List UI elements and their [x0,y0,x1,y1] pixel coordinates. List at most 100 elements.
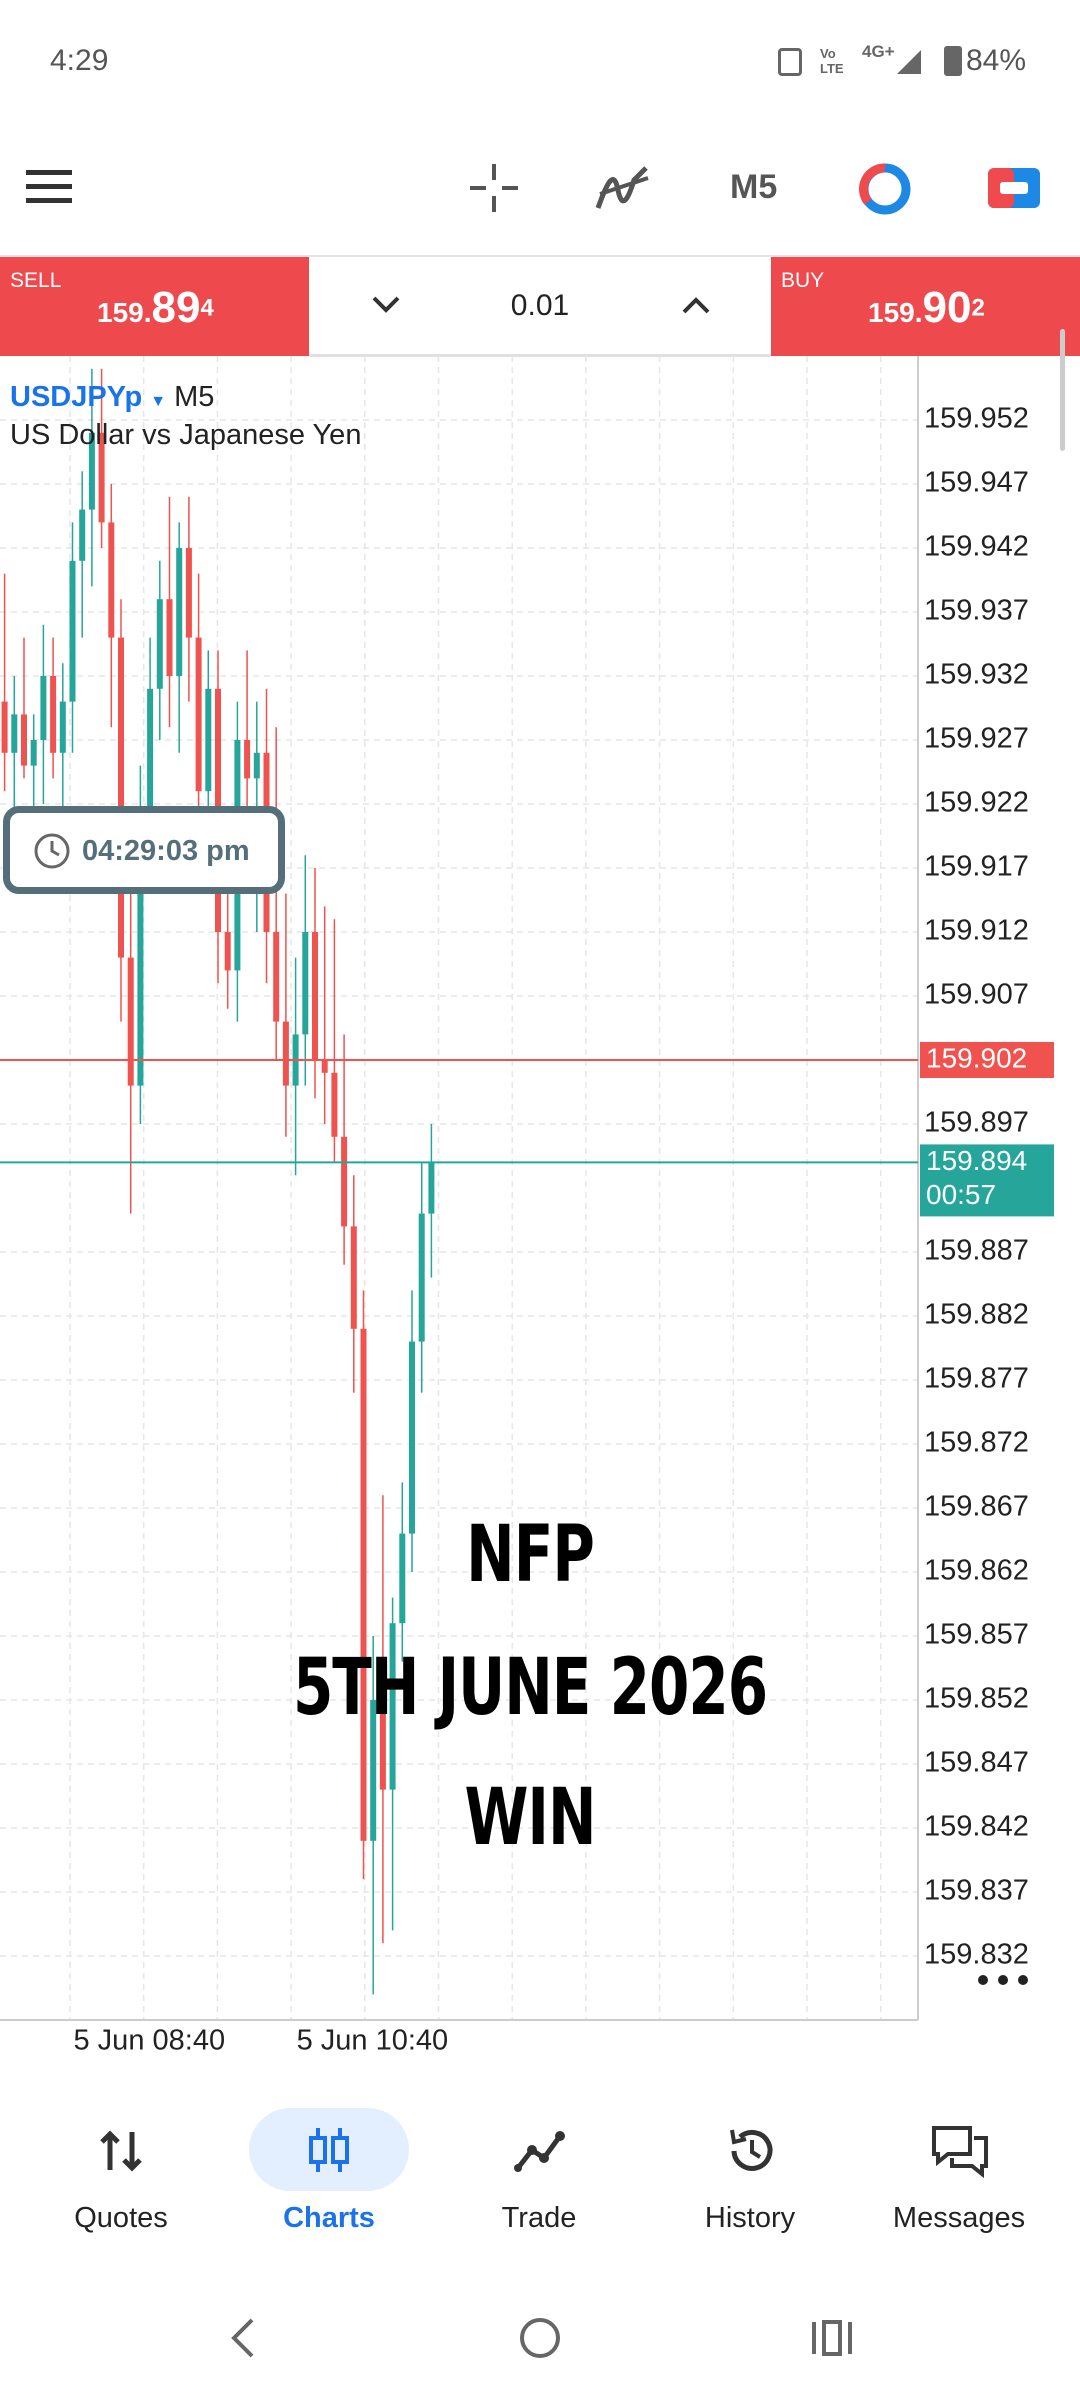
more-button[interactable] [975,1968,1031,1992]
candle-body [360,1328,367,1841]
y-tick-label: 159.927 [924,723,1029,755]
clock-icon [34,833,70,869]
one-click-button[interactable] [858,162,912,216]
clock-box: 04:29:03 pm [3,806,285,894]
candle-body [282,1021,289,1086]
symbol-dropdown[interactable]: ▼ [150,393,167,410]
candle-body [321,1060,328,1073]
battery-icon [944,46,962,76]
y-tick-label: 159.837 [924,1875,1029,1907]
overlay-text: NFP [466,1508,595,1600]
candle-body [59,701,66,753]
buy-button[interactable]: BUY 159.902 [771,257,1080,356]
y-tick-label: 159.917 [924,851,1029,883]
messages-icon[interactable] [930,2124,990,2180]
y-tick-label: 159.912 [924,915,1029,947]
candle-body [389,1623,396,1790]
candle-body [137,816,144,1086]
y-tick-label: 159.872 [924,1427,1029,1459]
sell-button[interactable]: SELL 159.894 [0,257,309,356]
indicators-button[interactable] [594,160,652,216]
menu-button[interactable] [26,168,74,206]
y-tick-label: 159.862 [924,1555,1029,1587]
candle-body [30,740,37,766]
nav-trade[interactable]: Trade [501,2202,577,2234]
nav-quotes[interactable]: Quotes [74,2202,168,2234]
candle-body [147,688,154,817]
candle-body [21,714,27,766]
y-tick-label: 159.897 [924,1107,1029,1139]
candle-body [1,701,8,753]
history-icon[interactable] [724,2124,778,2178]
y-tick-label: 159.952 [924,403,1029,435]
chart-timeframe: M5 [174,381,215,413]
y-tick-label: 159.842 [924,1811,1029,1843]
y-tick-label: 159.882 [924,1299,1029,1331]
network-type: 4G+ [862,42,895,61]
candle-body [350,1226,357,1329]
y-tick-label: 159.867 [924,1491,1029,1523]
active-tab-highlight [249,2108,409,2191]
bid-label-box [920,1144,1054,1217]
candle-body [40,676,47,740]
buy-price-super: 2 [971,294,985,322]
symbol-description: US Dollar vs Japanese Yen [10,419,362,451]
y-tick-label: 159.832 [924,1939,1029,1971]
system-back[interactable] [228,2316,258,2360]
candle-body [244,740,251,779]
quotes-icon[interactable] [98,2128,144,2174]
y-tick-label: 159.907 [924,979,1029,1011]
candle-body [224,932,231,971]
candle-body [127,957,134,1086]
buy-price-main: 90 [922,283,972,332]
chart-header: USDJPYp ▼ M5 [10,381,214,414]
candle-body [108,522,115,638]
nav-messages[interactable]: Messages [892,2202,1026,2234]
candle-body [409,1341,415,1534]
overlay-text: 5TH JUNE 2026 [292,1641,768,1733]
y-tick-label: 159.877 [924,1363,1029,1395]
x-tick-label: 5 Jun 10:40 [297,2025,449,2057]
candle-body [370,1700,377,1841]
candle-body [79,509,86,561]
candle-body [88,432,95,510]
timeframe-button[interactable]: M5 [730,168,778,206]
trade-icon[interactable] [514,2128,566,2174]
volume-decrease[interactable] [371,295,401,315]
battery-level: 84% [966,44,1027,77]
system-recents[interactable] [810,2318,856,2358]
charts-icon[interactable] [306,2126,352,2174]
candle-body [331,1072,338,1137]
signal-icon [897,50,921,74]
sell-price-main: 89 [151,283,201,332]
y-tick-label: 159.857 [924,1619,1029,1651]
candle-body [302,932,309,1035]
trade-button[interactable] [986,166,1042,210]
sell-price-super: 4 [200,294,214,322]
sell-label: SELL [10,269,62,292]
volte-icon: Vo LTE [820,46,844,76]
candle-body [185,548,192,638]
candle-body [156,599,163,689]
status-time: 4:29 [50,44,109,77]
sell-price-prefix: 159. [97,297,152,328]
scrollbar [1060,329,1065,451]
candle-body [195,637,202,792]
symbol[interactable]: USDJPYp [10,381,143,413]
candle-body [69,560,76,702]
nav-charts[interactable]: Charts [283,2202,375,2234]
volume-increase[interactable] [681,295,711,315]
nav-history[interactable]: History [704,2202,796,2234]
toolbar-divider [0,255,1080,257]
overlay-text: WIN [464,1771,596,1863]
candle-body [428,1162,435,1214]
crosshair-button[interactable] [468,162,520,214]
volume-value[interactable]: 0.01 [510,289,570,322]
candle-body [118,637,124,958]
volume-panel: 0.01 [309,257,771,357]
system-home[interactable] [518,2316,562,2360]
buy-price-prefix: 159. [868,297,923,328]
candle-body [98,432,105,523]
y-tick-label: 159.942 [924,531,1029,563]
